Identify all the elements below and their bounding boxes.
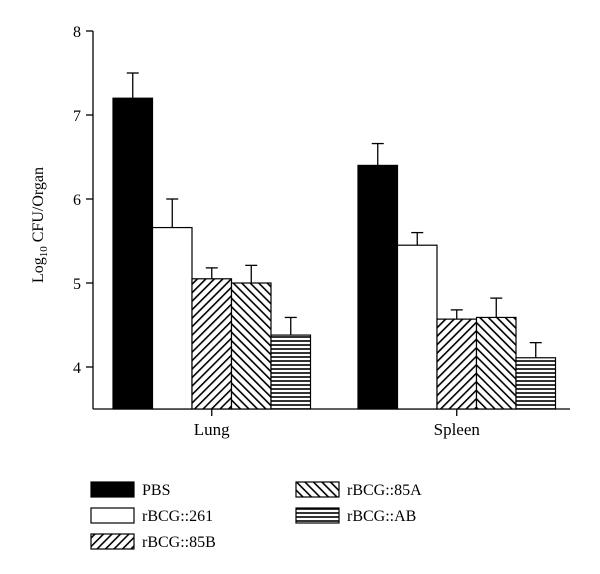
legend-label-rbcg-85b: rBCG::85B	[142, 534, 216, 551]
legend-swatch-rbcg-ab	[295, 507, 340, 524]
bars	[112, 72, 557, 410]
bar-rbcg-85a-lung	[230, 282, 272, 410]
y-axis-label: Log10 CFU/Organ	[30, 167, 50, 283]
x-tick-label-spleen: Spleen	[434, 420, 481, 439]
y-tick-label: 6	[73, 192, 81, 209]
bar-rbcg-261-spleen	[396, 244, 438, 410]
legend-label-rbcg-ab: rBCG::AB	[347, 508, 416, 525]
legend-swatch-rbcg-261	[90, 507, 135, 524]
y-tick-label: 5	[73, 276, 81, 293]
bar-pbs-lung	[112, 97, 154, 410]
legend-label-rbcg-261: rBCG::261	[142, 508, 213, 525]
legend-swatch-rbcg-85a	[295, 481, 340, 498]
bar-rbcg-85b-spleen	[436, 318, 478, 410]
y-axis-label-suffix: CFU/Organ	[30, 166, 47, 247]
legend-swatch-rbcg-85b	[90, 533, 135, 550]
legend-label-pbs: PBS	[142, 482, 170, 499]
y-axis-label-subscript: 10	[38, 246, 51, 258]
legend-swatch-pbs	[90, 481, 135, 498]
bar-rbcg-85a-spleen	[475, 316, 517, 410]
y-tick-label: 7	[73, 108, 81, 125]
legend-label-rbcg-85a: rBCG::85A	[347, 482, 422, 499]
y-axis-label-prefix: Log	[30, 257, 47, 284]
y-tick-label: 4	[73, 360, 81, 377]
bar-rbcg-ab-lung	[270, 334, 312, 410]
y-tick-label: 8	[73, 24, 81, 41]
bar-rbcg-85b-lung	[191, 278, 233, 410]
bar-rbcg-261-lung	[151, 226, 193, 410]
bar-pbs-spleen	[357, 164, 399, 410]
bar-rbcg-ab-spleen	[515, 357, 557, 410]
x-tick-label-lung: Lung	[194, 420, 230, 439]
